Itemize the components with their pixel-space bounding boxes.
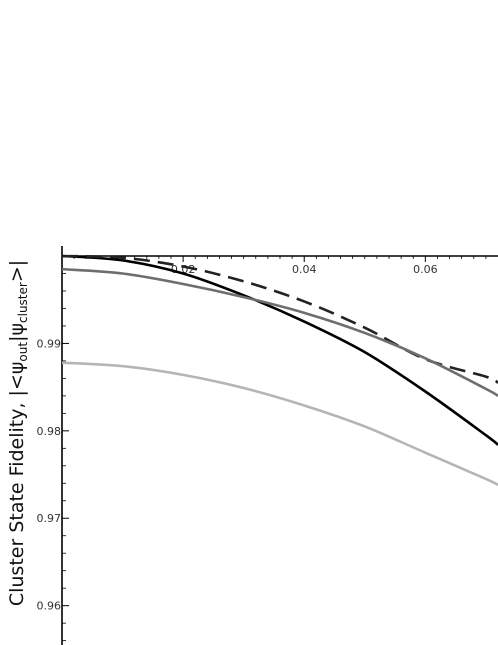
y-tick-label: 0.99	[37, 337, 62, 350]
series-group	[61, 254, 498, 487]
x-tick-label: 0.04	[292, 263, 317, 276]
y-tick-label: 0.96	[37, 600, 62, 613]
y-ticks: 0.99 0.98 0.97 0.96	[37, 337, 69, 613]
y-tick-label: 0.97	[37, 512, 62, 525]
series-line-1	[61, 254, 498, 446]
series-line-2	[61, 254, 498, 384]
y-axis-label: Cluster State Fidelity, |<ψout|ψcluster>…	[6, 260, 30, 606]
x-tick-label: 0.06	[413, 263, 438, 276]
series-line-4	[61, 361, 498, 487]
series-line-3	[61, 267, 498, 397]
minor-ticks	[62, 256, 487, 642]
y-tick-label: 0.98	[37, 425, 62, 438]
